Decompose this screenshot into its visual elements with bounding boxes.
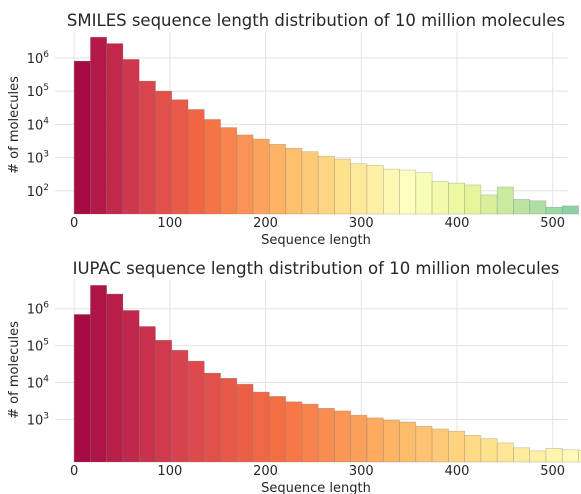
bar (415, 172, 433, 215)
y-tick-label: 106 (27, 50, 50, 67)
bar (285, 147, 303, 215)
bar (366, 165, 384, 215)
x-axis-label: Sequence length (261, 233, 371, 248)
bar (220, 377, 238, 463)
bar (301, 403, 319, 463)
x-tick-label: 500 (540, 464, 565, 479)
y-axis-label: # of molecules (7, 76, 22, 174)
bar (350, 414, 368, 463)
y-tick-labels: 102 103 104 105 106 (27, 50, 50, 200)
bar (431, 428, 449, 463)
bar (545, 447, 563, 463)
bar (578, 450, 581, 463)
y-tick-label: 105 (27, 83, 49, 100)
bar (122, 310, 140, 463)
y-tick-label: 106 (27, 301, 50, 318)
bar (220, 127, 238, 215)
bar (464, 184, 482, 215)
bar (138, 326, 156, 463)
y-tick-labels: 103 104 105 106 (27, 301, 50, 429)
bar (399, 169, 417, 215)
y-tick-label: 103 (27, 150, 49, 167)
bar (317, 155, 335, 215)
bar (464, 435, 482, 463)
bar (171, 349, 189, 463)
x-tick-label: 400 (445, 216, 470, 231)
bar (236, 134, 254, 215)
x-tick-label: 0 (70, 216, 78, 231)
bar (561, 205, 579, 215)
x-tick-label: 300 (349, 216, 374, 231)
x-tick-label: 200 (253, 216, 278, 231)
bar (399, 421, 417, 463)
bar (73, 314, 91, 463)
x-tick-labels: 0 100 200 300 400 500 (70, 464, 565, 479)
bar (106, 43, 124, 215)
bar (415, 425, 433, 463)
bar (513, 447, 531, 463)
bar (138, 80, 156, 215)
bar (252, 391, 270, 463)
bar (529, 200, 547, 215)
bar (269, 144, 286, 215)
bar (529, 450, 547, 463)
bar (561, 449, 579, 463)
smiles-histogram-panel: SMILES sequence length distribution of 1… (7, 11, 579, 248)
bar (236, 383, 254, 463)
bar (448, 182, 465, 215)
y-tick-label: 104 (27, 116, 50, 133)
y-tick-label: 104 (27, 374, 50, 391)
x-axis-label: Sequence length (261, 481, 371, 494)
chart-title: SMILES sequence length distribution of 1… (67, 11, 565, 30)
bar (480, 194, 498, 215)
bar (382, 419, 400, 463)
bar (496, 442, 514, 463)
x-tick-label: 400 (445, 464, 470, 479)
bar (155, 339, 173, 463)
bar (155, 90, 173, 215)
bar (252, 138, 270, 215)
bar (350, 163, 368, 215)
bar (431, 181, 449, 215)
bar (90, 285, 107, 463)
bar (204, 372, 221, 463)
y-tick-label: 105 (27, 338, 49, 355)
bars (73, 285, 581, 463)
bar (90, 36, 107, 215)
bar (187, 109, 205, 215)
bars (73, 36, 579, 215)
bar (269, 396, 286, 463)
bar (204, 119, 221, 215)
x-tick-label: 100 (157, 216, 182, 231)
bar (301, 151, 319, 215)
x-tick-label: 100 (157, 464, 182, 479)
bar (317, 407, 335, 463)
bar (545, 206, 563, 215)
bar (106, 293, 124, 463)
bar (73, 60, 91, 215)
y-axis-label: # of molecules (7, 321, 22, 419)
chart-title: IUPAC sequence length distribution of 10… (73, 259, 560, 278)
bar (187, 360, 205, 463)
iupac-histogram-panel: IUPAC sequence length distribution of 10… (7, 259, 581, 494)
bar (448, 430, 465, 463)
bar (496, 186, 514, 215)
y-tick-label: 103 (27, 411, 49, 428)
bar (285, 401, 303, 463)
bar (171, 99, 189, 215)
x-tick-labels: 0 100 200 300 400 500 (70, 216, 565, 231)
x-tick-label: 200 (253, 464, 278, 479)
bar (366, 417, 384, 463)
bar (334, 158, 352, 215)
x-tick-label: 300 (349, 464, 374, 479)
bar (513, 199, 531, 215)
bar (382, 168, 400, 215)
x-tick-label: 0 (70, 464, 78, 479)
y-tick-label: 102 (27, 183, 49, 200)
bar (334, 410, 352, 463)
x-tick-label: 500 (540, 216, 565, 231)
bar (122, 59, 140, 215)
bar (480, 438, 498, 463)
